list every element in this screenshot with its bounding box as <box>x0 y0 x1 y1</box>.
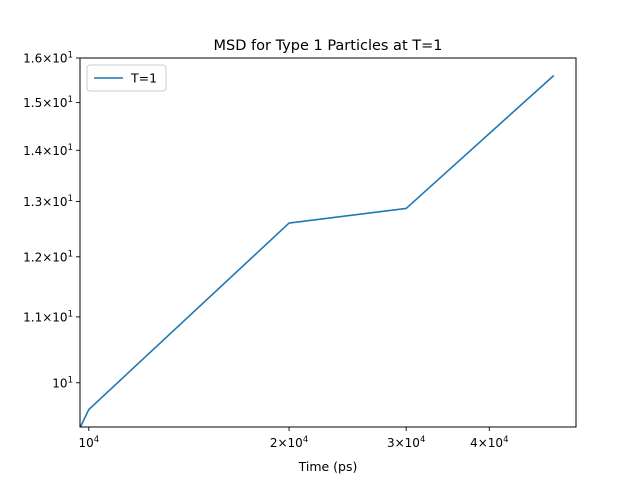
plot-frame <box>79 57 577 428</box>
y-tick-label: 1.6×101 <box>23 51 73 66</box>
chart-title: MSD for Type 1 Particles at T=1 <box>214 38 443 54</box>
legend-label-t1: T=1 <box>130 71 157 86</box>
y-tick-label: 101 <box>52 375 73 390</box>
x-tick-label: 2×104 <box>270 435 308 450</box>
y-tick-label: 1.4×101 <box>23 143 73 158</box>
y-tick-label: 1.2×101 <box>23 249 73 264</box>
series-layer <box>80 74 555 427</box>
legend-box <box>86 64 167 92</box>
x-axis-ticks: 104 2×104 3×104 4×104 <box>78 427 508 450</box>
y-tick-label: 1.3×101 <box>23 194 73 209</box>
y-axis-ticks: 101 1.1×101 1.2×101 1.3×101 1.4×101 1.5×101 1.… <box>23 51 80 390</box>
legend: T=1 <box>86 64 167 92</box>
y-tick-label: 1.1×101 <box>23 309 73 324</box>
x-tick-label: 3×104 <box>387 435 425 450</box>
x-tick-label: 4×104 <box>470 435 508 450</box>
series-line-0 <box>80 74 555 427</box>
x-axis-label: Time (ps) <box>298 459 358 474</box>
x-tick-label: 104 <box>78 435 99 450</box>
y-tick-label: 1.5×101 <box>23 95 73 110</box>
